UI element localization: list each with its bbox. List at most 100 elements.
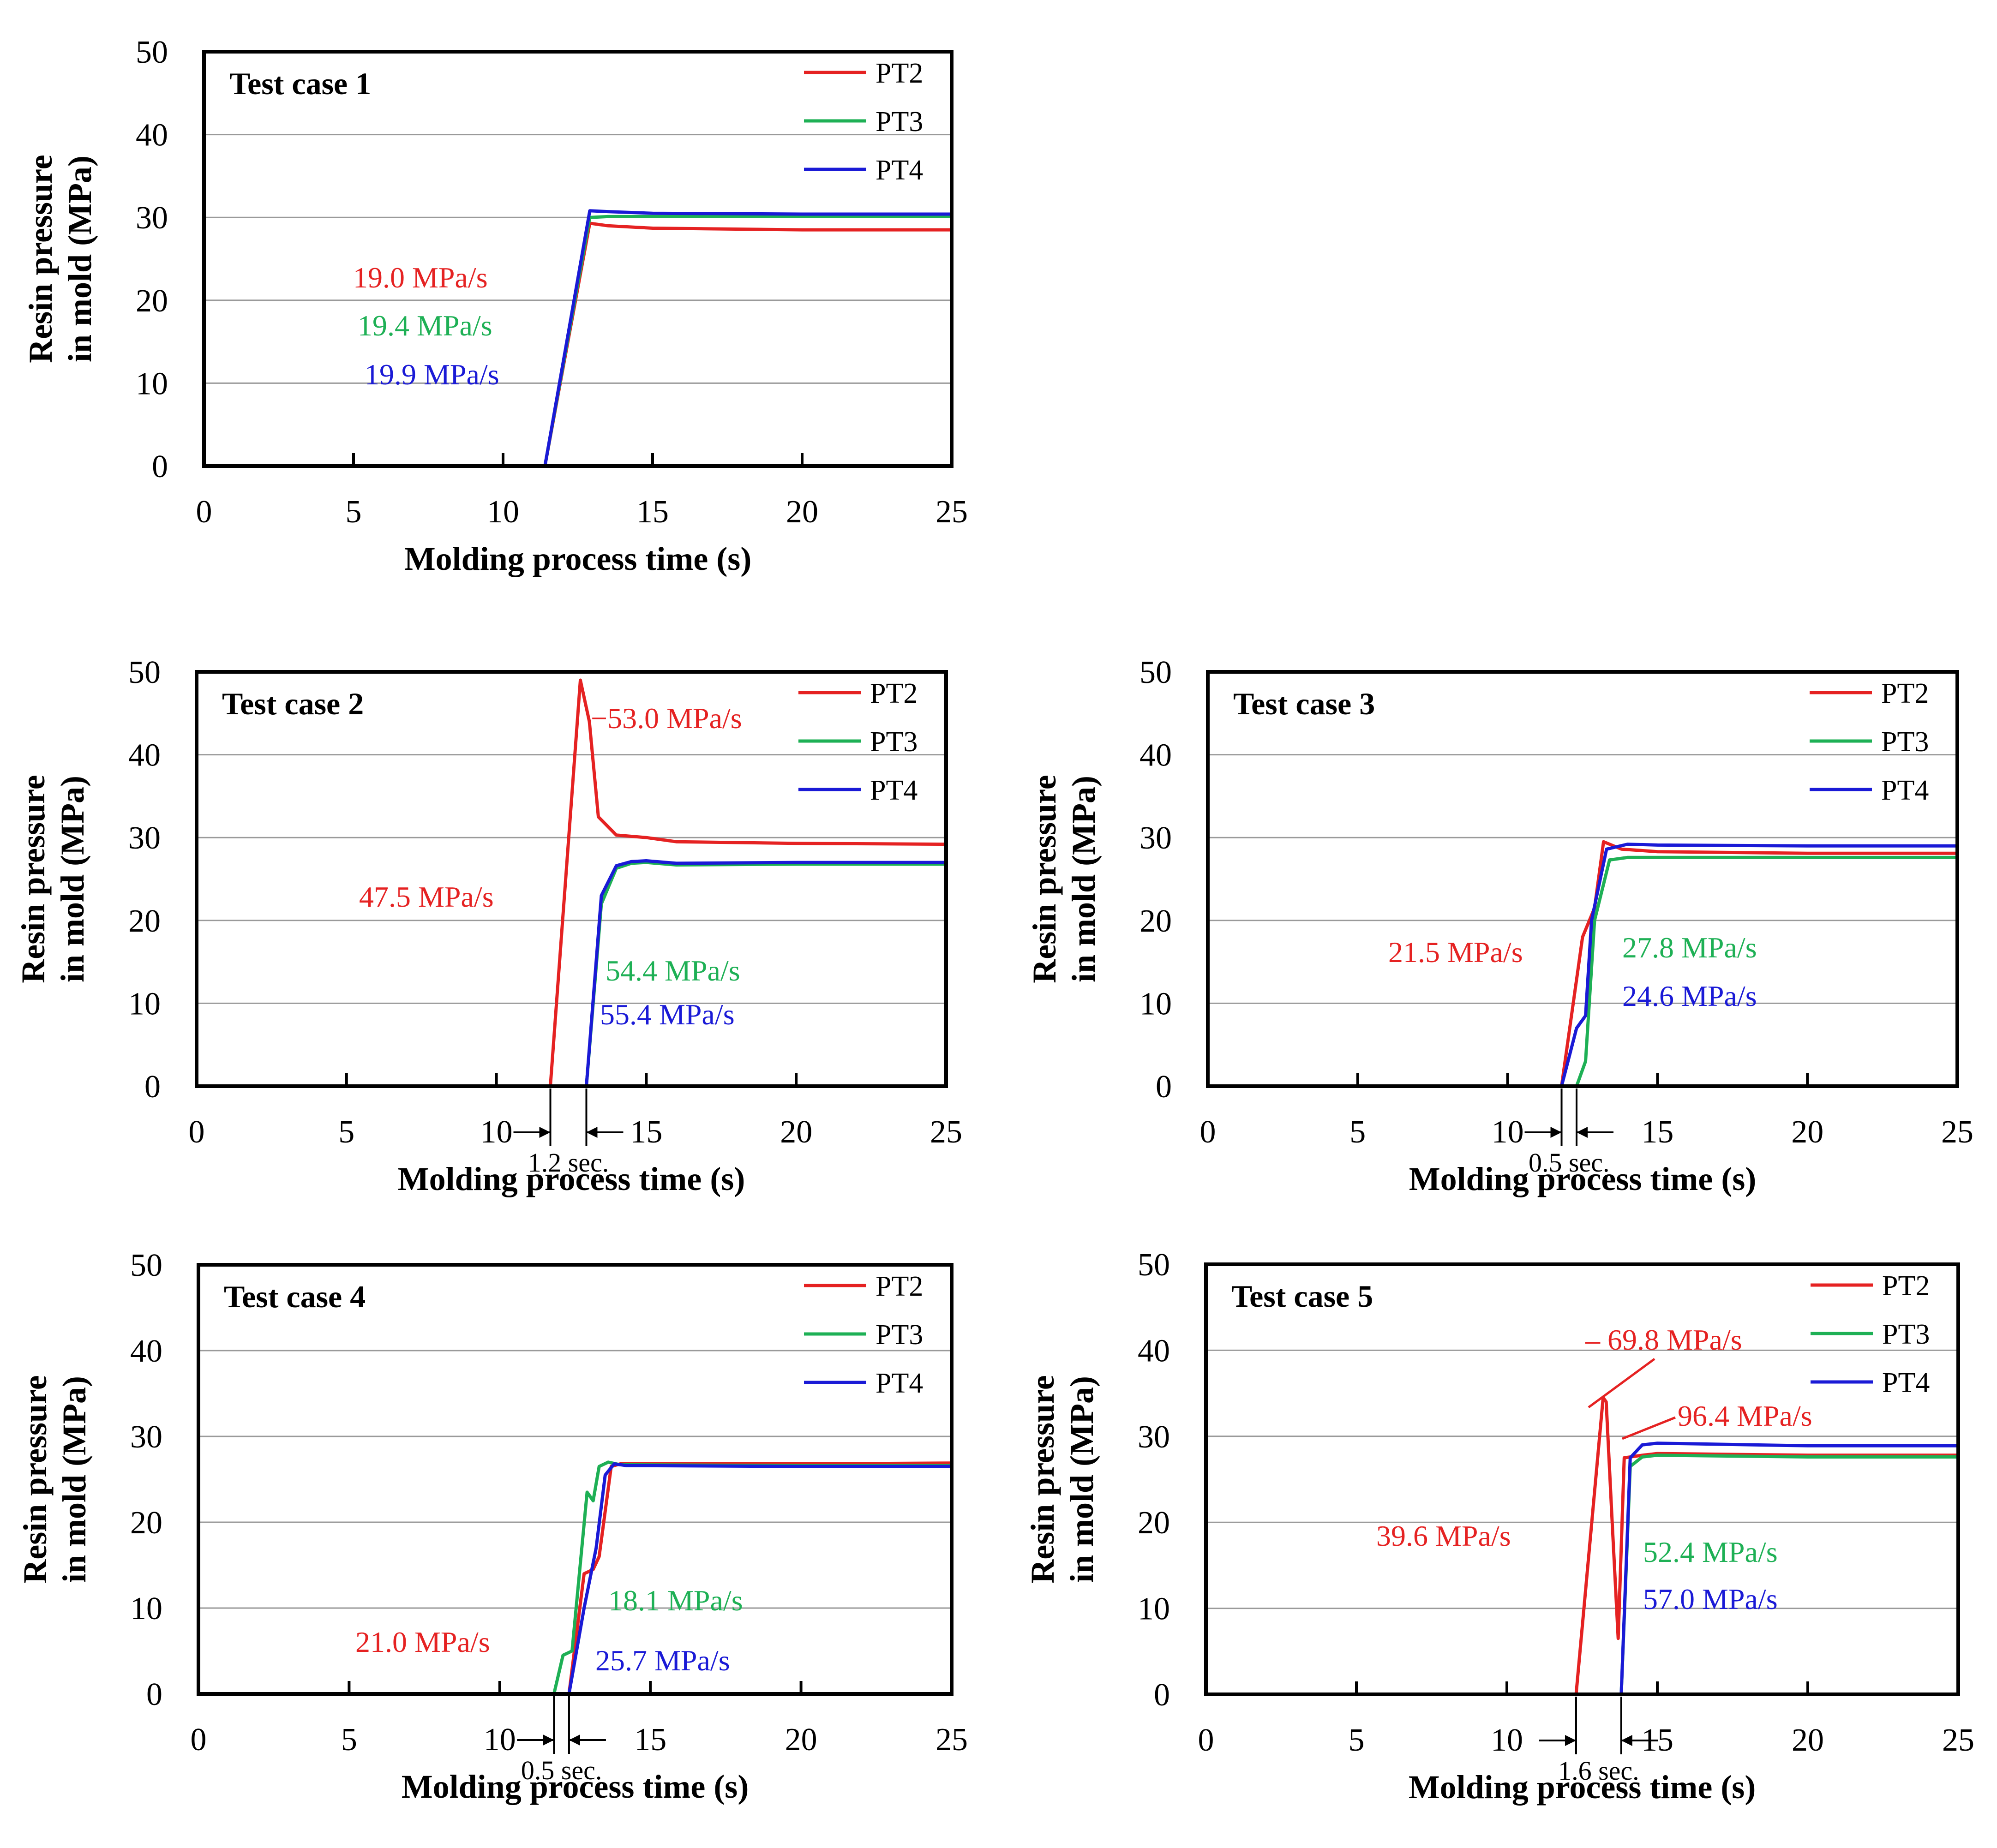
y-tick-label: 20 <box>128 903 161 939</box>
x-tick-label: 15 <box>1641 1114 1673 1150</box>
x-axis-title: Molding process time (s) <box>1409 1160 1757 1197</box>
slope-annotation: 19.0 MPa/s <box>353 261 488 294</box>
legend-label: PT3 <box>1881 726 1929 758</box>
plot-frame <box>1204 1262 1960 1696</box>
legend-label: PT4 <box>1881 775 1929 806</box>
y-axis-title: in mold (MPa) <box>61 155 98 362</box>
interval-label: 0.5 sec. <box>521 1755 602 1785</box>
legend-label: PT4 <box>876 1368 923 1399</box>
chart-title: Test case 2 <box>222 686 364 721</box>
y-tick-label: 50 <box>128 655 161 690</box>
interval-arrowhead <box>1577 1127 1588 1138</box>
series-line-pt4 <box>198 1462 952 1696</box>
y-tick-label: 30 <box>1138 1419 1170 1455</box>
y-tick-label: 40 <box>1138 1333 1170 1369</box>
y-tick-label: 10 <box>128 986 161 1022</box>
slope-annotation: 55.4 MPa/s <box>600 998 735 1031</box>
x-tick-label: 5 <box>338 1114 354 1150</box>
y-axis-title: in mold (MPa) <box>1065 776 1102 982</box>
x-tick-label: 0 <box>1200 1114 1216 1150</box>
y-tick-label: 20 <box>1139 903 1172 939</box>
chart-panel-1: 0 5 10 15 20 25 0 10 20 30 40 50 Molding process tim… <box>22 35 968 577</box>
series-line-pt2 <box>197 678 947 1088</box>
y-tick-label: 30 <box>136 200 168 236</box>
slope-annotation: 57.0 MPa/s <box>1643 1583 1778 1615</box>
interval-arrowhead <box>1565 1735 1576 1746</box>
x-axis-title: Molding process time (s) <box>404 540 752 577</box>
x-tick-label: 10 <box>1492 1114 1524 1150</box>
chart-panel-4: 0 5 10 15 20 25 0 10 20 30 40 50 Molding process tim… <box>17 1248 968 1805</box>
slope-annotation: 19.9 MPa/s <box>365 358 499 391</box>
x-tick-label: 5 <box>341 1722 357 1758</box>
annotation-leader-line <box>1588 1358 1655 1409</box>
y-tick-label: 20 <box>130 1505 162 1541</box>
x-tick-label: 20 <box>1792 1722 1824 1758</box>
series-line-pt4 <box>1206 1441 1958 1696</box>
y-axis-title: in mold (MPa) <box>56 1376 93 1583</box>
series-line-pt2 <box>1208 840 1957 1088</box>
slope-annotation: 47.5 MPa/s <box>359 880 494 913</box>
y-tick-label: 30 <box>130 1419 162 1455</box>
y-tick-label: 0 <box>144 1069 161 1105</box>
y-tick-label: 40 <box>128 738 161 773</box>
y-axis-title: Resin pressure <box>17 1375 54 1583</box>
interval-label: 0.5 sec. <box>1529 1148 1610 1178</box>
interval-arrowhead <box>569 1734 580 1746</box>
legend-label: PT4 <box>1882 1367 1930 1399</box>
legend-label: PT4 <box>876 155 923 186</box>
legend-label: PT4 <box>870 775 918 806</box>
slope-annotation: −53.0 MPa/s <box>591 702 742 735</box>
x-tick-label: 25 <box>1941 1114 1973 1150</box>
slope-annotation: 18.1 MPa/s <box>608 1584 743 1617</box>
x-axis-title: Molding process time (s) <box>1409 1769 1756 1806</box>
interval-arrowhead <box>586 1127 598 1138</box>
legend-label: PT2 <box>870 678 918 709</box>
x-tick-label: 15 <box>634 1722 666 1758</box>
series-line-pt4 <box>1208 843 1957 1088</box>
y-tick-label: 10 <box>1139 986 1172 1022</box>
y-tick-label: 30 <box>128 820 161 856</box>
legend-label: PT3 <box>1882 1319 1930 1350</box>
interval-arrowhead <box>539 1127 551 1138</box>
interval-arrowhead <box>1621 1735 1632 1746</box>
slope-annotation: 21.0 MPa/s <box>355 1626 490 1658</box>
x-tick-label: 15 <box>636 494 669 530</box>
slope-annotation: 21.5 MPa/s <box>1388 936 1523 969</box>
y-axis-title: Resin pressure <box>1026 775 1063 983</box>
chart-title: Test case 5 <box>1231 1279 1373 1314</box>
x-tick-label: 10 <box>1491 1722 1523 1758</box>
series-line-pt4 <box>197 859 946 1088</box>
legend-label: PT3 <box>876 106 923 138</box>
x-tick-label: 0 <box>189 1114 205 1150</box>
series-line-pt3 <box>197 861 946 1088</box>
slope-annotation: – 69.8 MPa/s <box>1585 1323 1742 1356</box>
series-line-pt2 <box>1206 1396 1958 1696</box>
chart-title: Test case 4 <box>224 1279 366 1314</box>
x-tick-label: 25 <box>930 1114 962 1150</box>
interval-label: 1.2 sec. <box>528 1148 609 1178</box>
series-line-pt3 <box>204 215 952 468</box>
series-line-pt4 <box>204 209 952 468</box>
y-tick-label: 0 <box>1154 1677 1170 1713</box>
x-tick-label: 15 <box>630 1114 662 1150</box>
plot-frame <box>195 670 948 1088</box>
series-line-pt3 <box>1208 855 1957 1088</box>
slope-annotation: 54.4 MPa/s <box>606 954 740 987</box>
slope-annotation: 25.7 MPa/s <box>595 1644 730 1677</box>
legend-label: PT2 <box>876 1271 923 1302</box>
legend-label: PT2 <box>1882 1270 1930 1302</box>
y-tick-label: 50 <box>1139 655 1172 690</box>
y-tick-label: 30 <box>1139 820 1172 856</box>
y-tick-label: 10 <box>130 1591 162 1627</box>
slope-annotation: 19.4 MPa/s <box>358 309 492 342</box>
series-line-pt3 <box>1206 1453 1958 1696</box>
x-tick-label: 5 <box>1349 1722 1365 1758</box>
x-tick-label: 20 <box>780 1114 812 1150</box>
x-tick-label: 10 <box>480 1114 513 1150</box>
y-tick-label: 10 <box>1138 1591 1170 1627</box>
chart-panel-2: 0 5 10 15 20 25 0 10 20 30 40 50 Molding process tim… <box>15 655 962 1197</box>
y-tick-label: 10 <box>136 366 168 401</box>
y-tick-label: 50 <box>1138 1247 1170 1283</box>
x-axis-title: Molding process time (s) <box>402 1768 749 1805</box>
